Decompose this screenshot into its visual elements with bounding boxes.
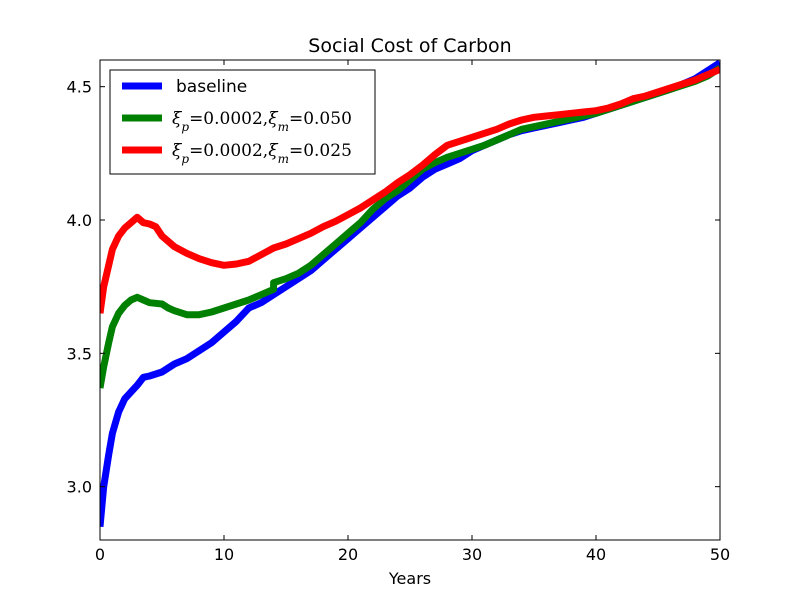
y-tick-label: 4.5 — [67, 78, 92, 97]
y-tick-label: 4.0 — [67, 211, 92, 230]
x-axis-label: Years — [388, 569, 431, 588]
x-tick-label: 50 — [710, 545, 730, 564]
x-tick-label: 0 — [95, 545, 105, 564]
chart-title: Social Cost of Carbon — [308, 35, 511, 57]
legend: baseline ξp=0.0002,ξm=0.050 ξp=0.0002,ξm=0… — [109, 69, 376, 175]
series-layer — [100, 60, 720, 528]
legend-label-2: ξp=0.0002,ξm=0.025 — [172, 141, 352, 166]
legend-label-0: baseline — [176, 77, 247, 97]
tick-layer: 0 10 20 30 40 50 3.0 3.5 4.0 4.5 — [67, 60, 730, 564]
x-tick-label: 10 — [214, 545, 234, 564]
y-tick-label: 3.0 — [67, 478, 92, 497]
x-tick-label: 30 — [462, 545, 482, 564]
y-tick-label: 3.5 — [67, 344, 92, 363]
x-tick-label: 40 — [586, 545, 606, 564]
series-line-2 — [100, 66, 720, 314]
plot-frame — [99, 59, 721, 541]
x-tick-label: 20 — [338, 545, 358, 564]
legend-label-1: ξp=0.0002,ξm=0.050 — [172, 109, 352, 134]
